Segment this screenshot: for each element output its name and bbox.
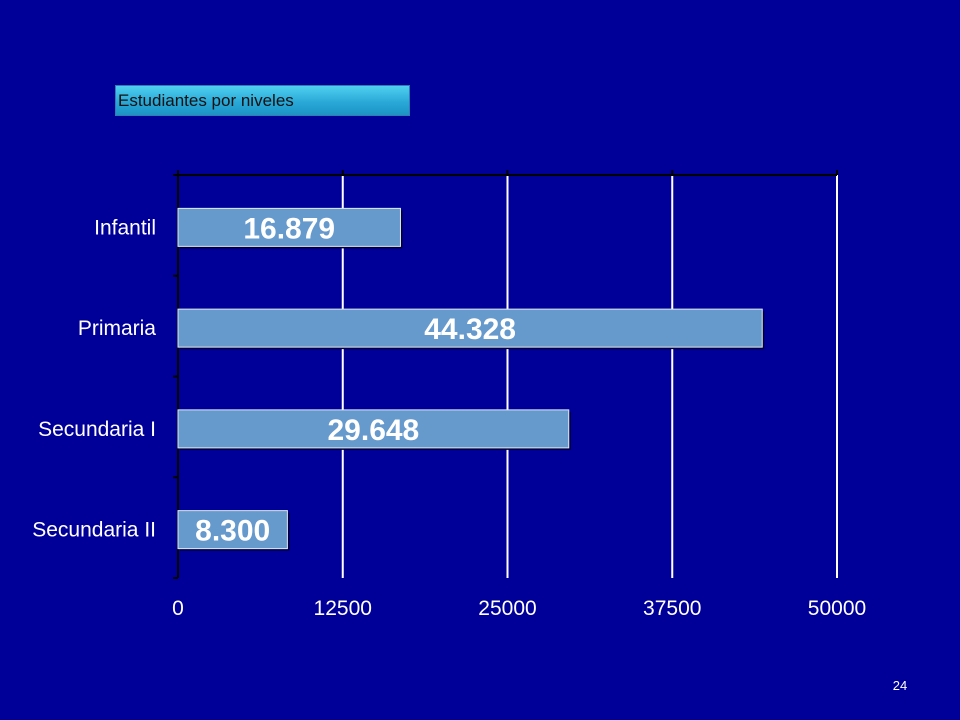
x-tick-label-1: 12500 (314, 597, 372, 620)
bar-2 (177, 409, 570, 449)
x-tick-label-0: 0 (172, 597, 184, 620)
data-label-2: 29.648 (327, 414, 419, 447)
bar-0 (177, 207, 401, 247)
bar-3 (177, 510, 288, 550)
gridlines (341, 175, 838, 578)
bar-1 (177, 308, 763, 348)
category-label-2: Secundaria I (38, 418, 156, 441)
x-tick-label-3: 37500 (643, 597, 701, 620)
page-number: 24 (892, 678, 908, 693)
category-label-1: Primaria (78, 317, 156, 340)
x-tick-label-2: 25000 (478, 597, 536, 620)
bars (177, 207, 765, 551)
chart-title: Estudiantes por niveles (115, 85, 410, 116)
x-tick-label-4: 50000 (808, 597, 866, 620)
category-label-0: Infantil (94, 216, 156, 239)
data-label-1: 44.328 (424, 313, 516, 346)
category-label-3: Secundaria II (32, 519, 156, 542)
data-label-3: 8.300 (195, 515, 270, 548)
labels: 0 12500 25000 37500 50000 Infantil 16.879 Prima… (32, 212, 866, 620)
data-label-0: 16.879 (243, 212, 335, 245)
